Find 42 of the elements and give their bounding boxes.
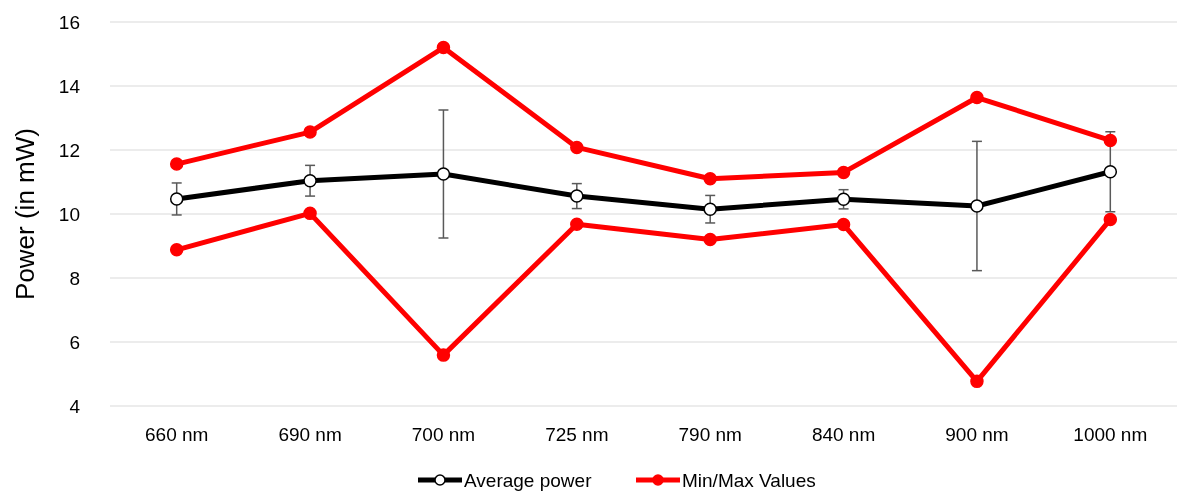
point <box>970 199 984 213</box>
point <box>169 192 184 206</box>
point <box>836 217 851 232</box>
legend-label: Average power <box>464 470 593 491</box>
y-axis-title: Power (in mW) <box>10 128 40 300</box>
point <box>570 189 584 203</box>
point <box>1103 212 1118 227</box>
legend-label: Min/Max Values <box>682 470 816 491</box>
point <box>436 167 451 181</box>
point <box>303 206 317 221</box>
point <box>836 165 851 180</box>
point <box>970 90 984 105</box>
x-tick-label: 660 nm <box>145 424 209 445</box>
point <box>970 374 984 389</box>
point <box>703 232 717 247</box>
y-tick-label: 4 <box>69 395 81 417</box>
point <box>436 348 451 362</box>
point <box>303 125 317 139</box>
x-tick-label: 790 nm <box>678 424 742 445</box>
x-tick-label: 690 nm <box>278 424 342 445</box>
point <box>1103 133 1118 148</box>
x-tick-label: 700 nm <box>411 424 476 445</box>
point <box>303 173 317 188</box>
x-tick-label: 725 nm <box>545 424 609 445</box>
point <box>570 140 584 155</box>
y-tick-label: 6 <box>69 331 80 353</box>
y-tick-label: 12 <box>58 139 80 161</box>
point <box>703 202 717 216</box>
y-tick-label: 14 <box>58 75 81 97</box>
point <box>703 172 717 186</box>
x-tick-label: 900 nm <box>945 424 1009 445</box>
point <box>1103 165 1118 179</box>
y-tick-label: 16 <box>58 11 80 33</box>
y-tick-label: 8 <box>69 267 80 289</box>
point <box>836 192 851 207</box>
x-tick-label: 1000 nm <box>1073 424 1148 445</box>
x-tick-label: 840 nm <box>811 424 876 445</box>
point <box>169 157 184 171</box>
point <box>570 217 584 231</box>
y-tick-label: 10 <box>58 203 80 225</box>
point <box>169 243 184 257</box>
point <box>436 40 451 55</box>
